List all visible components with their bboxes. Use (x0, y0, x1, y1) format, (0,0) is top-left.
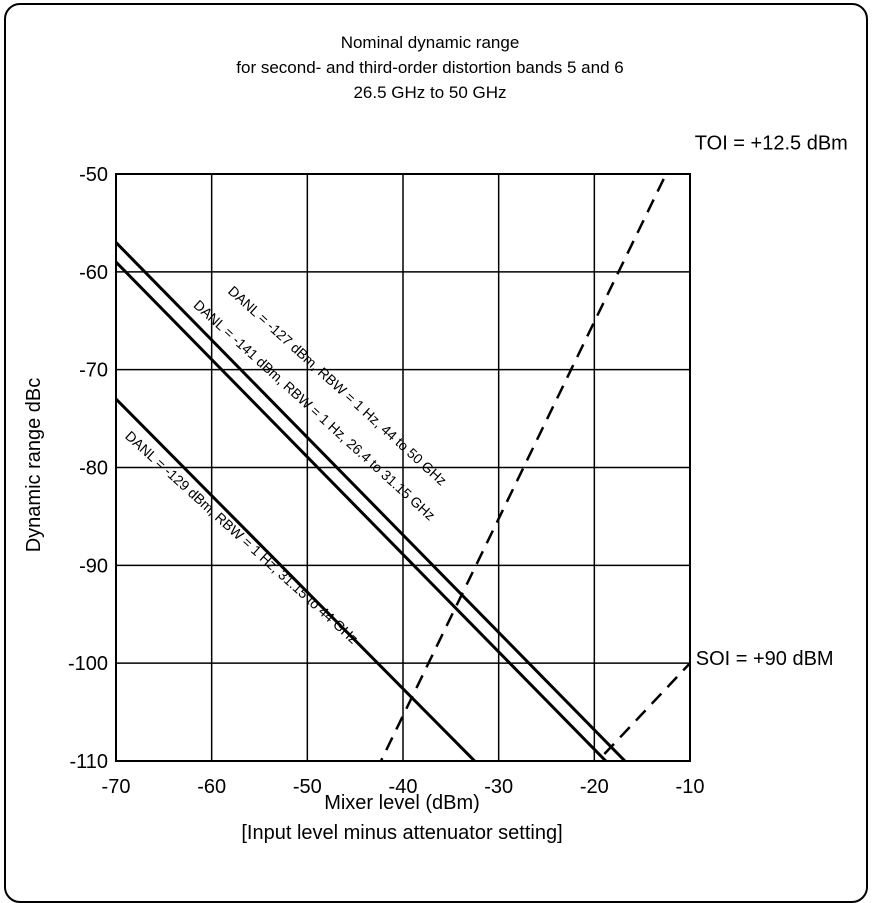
grid-lines (115, 173, 691, 762)
annotation-0: DANL = -127 dBm, RBW = 1 Hz, 44 to 50 GH… (225, 283, 450, 489)
series-line-2 (116, 397, 477, 761)
y-tick-label-3: -80 (79, 458, 108, 480)
x-axis-label: Mixer level (dBm) (324, 792, 480, 814)
y-tick-label-6: -110 (69, 751, 108, 773)
chart-title-line-1: Nominal dynamic range (340, 33, 520, 52)
x-tick-label-0: -70 (102, 776, 131, 798)
x-tick-label-6: -10 (676, 776, 705, 798)
annotation-3: TOI = +12.5 dBm (695, 133, 848, 155)
y-axis-label: Dynamic range dBc (23, 378, 45, 553)
annotation-4: SOI = +90 dBM (696, 648, 834, 670)
chart-title-line-2: for second- and third-order distortion b… (236, 58, 624, 77)
y-tick-label-4: -90 (79, 555, 108, 577)
y-tick-label-0: -50 (79, 164, 108, 186)
plot-area (115, 173, 691, 762)
y-tick-labels: -50 -60 -70 -80 -90 -100 -110 (68, 164, 108, 773)
y-tick-label-1: -60 (79, 262, 108, 284)
series-line-0 (116, 241, 628, 761)
x-tick-labels: -70 -60 -50 -40 -30 -20 -10 (102, 776, 705, 798)
x-axis-sublabel: [Input level minus attenuator setting] (241, 822, 562, 844)
series-line-3 (379, 174, 668, 761)
y-tick-label-2: -70 (79, 360, 108, 382)
x-tick-label-5: -20 (580, 776, 609, 798)
x-tick-label-1: -60 (197, 776, 226, 798)
series-line-4 (596, 662, 690, 761)
chart-title: Nominal dynamic range for second- and th… (0, 30, 860, 105)
annotations: DANL = -127 dBm, RBW = 1 Hz, 44 to 50 GH… (122, 133, 848, 671)
series-group (116, 174, 690, 761)
y-tick-label-5: -100 (68, 653, 108, 675)
annotation-2: DANL = -129 dBm, RBW = 1 Hz, 31.15 to 44… (122, 428, 361, 647)
x-tick-label-3: -40 (389, 776, 418, 798)
series-line-1 (116, 260, 608, 761)
chart-title-line-3: 26.5 GHz to 50 GHz (353, 83, 507, 102)
annotation-1: DANL = -141 dBm, RBW = 1 Hz, 26.4 to 31.… (191, 297, 439, 524)
x-tick-label-4: -30 (484, 776, 513, 798)
x-tick-label-2: -50 (293, 776, 322, 798)
